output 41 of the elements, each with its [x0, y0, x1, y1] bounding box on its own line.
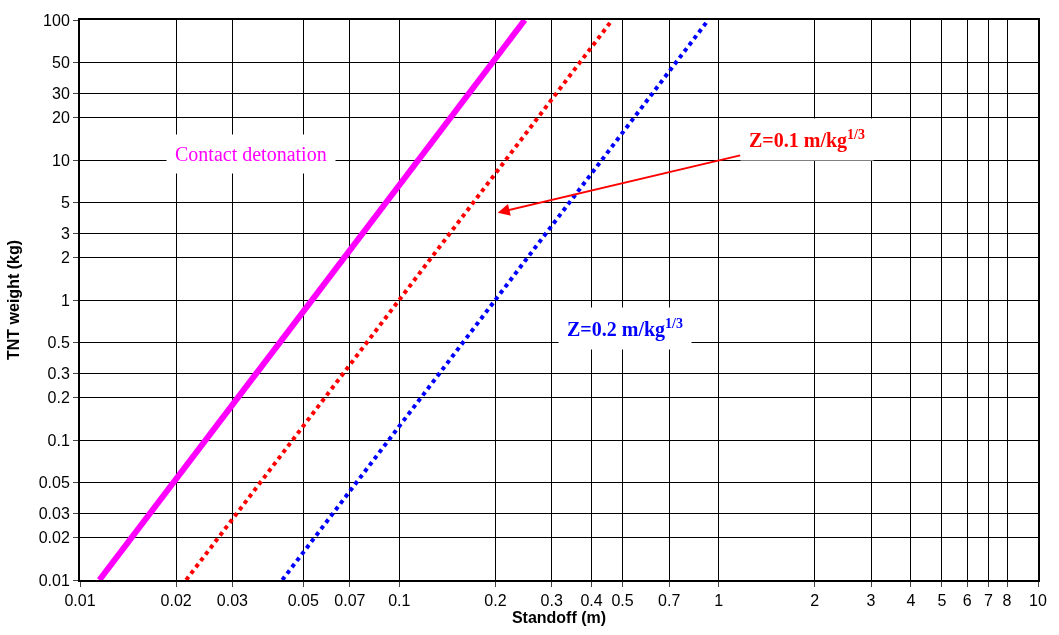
y-axis-title: TNT weight (kg)	[5, 240, 23, 360]
y-tick-label: 10	[52, 151, 70, 169]
x-tick-label: 1	[714, 592, 724, 610]
x-tick-label: 8	[1002, 592, 1012, 610]
y-tick-label: 50	[52, 53, 70, 71]
x-tick-label: 0.03	[216, 592, 249, 610]
y-tick-label: 3	[60, 224, 70, 242]
y-tick-label: 0.5	[47, 333, 70, 351]
x-tick-label: 0.2	[484, 592, 507, 610]
y-tick-label: 0.2	[47, 389, 70, 407]
y-tick-label: 1	[60, 291, 70, 309]
y-tick-label: 0.03	[38, 504, 70, 522]
x-tick-label: 0.02	[160, 592, 192, 610]
x-tick-label: 6	[962, 592, 972, 610]
y-tick-label: 0.3	[47, 364, 70, 382]
x-tick-label: 0.4	[580, 592, 603, 610]
y-tick-label: 20	[52, 109, 70, 127]
x-tick-label: 3	[866, 592, 876, 610]
x-tick-label: 10	[1029, 592, 1047, 610]
x-tick-label: 2	[810, 592, 820, 610]
x-tick-label: 0.05	[287, 592, 319, 610]
x-axis-title: Standoff (m)	[511, 609, 607, 627]
x-tick-label: 0.7	[658, 592, 681, 610]
x-tick-label: 0.07	[334, 592, 366, 610]
y-tick-label: 0.1	[47, 431, 70, 449]
y-tick-label: 2	[60, 249, 70, 267]
y-tick-label: 0.01	[38, 571, 70, 589]
x-tick-label: 5	[937, 592, 947, 610]
y-tick-label: 100	[43, 11, 70, 29]
y-tick-label: 5	[60, 193, 70, 211]
annotation: Z=0.1 m/kg$^{1/3}$	[749, 127, 865, 153]
y-tick-label: 0.02	[38, 529, 70, 547]
y-tick-label: 30	[52, 84, 70, 102]
x-tick-label: 7	[984, 592, 994, 610]
y-tick-label: 0.05	[38, 473, 70, 491]
x-tick-label: 0.3	[540, 592, 563, 610]
annotation: Z=0.2 m/kg$^{1/3}$	[567, 316, 683, 342]
annotation: Contact detonation	[175, 143, 327, 165]
x-tick-label: 0.5	[611, 592, 634, 610]
x-tick-label: 4	[906, 592, 916, 610]
x-tick-label: 0.1	[388, 592, 411, 610]
